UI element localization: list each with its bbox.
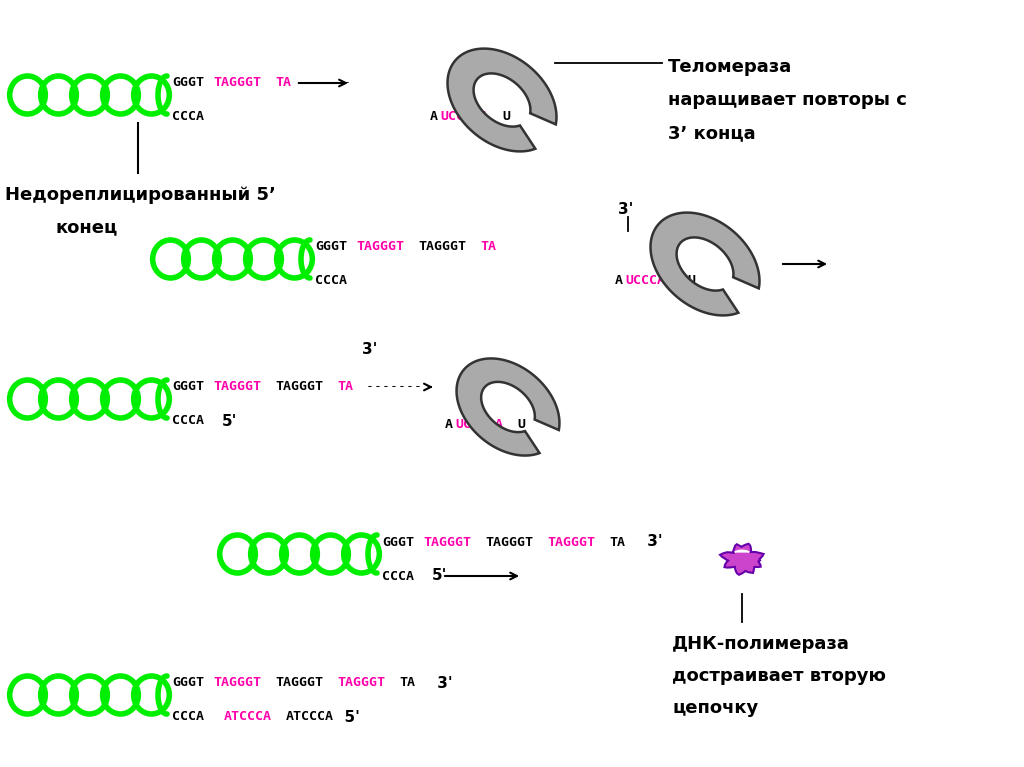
Text: U: U	[502, 110, 510, 123]
Polygon shape	[735, 550, 750, 552]
Text: Недореплицированный 5’: Недореплицированный 5’	[5, 186, 275, 204]
Text: 3': 3'	[362, 341, 378, 357]
Text: TAGGGT: TAGGGT	[418, 241, 466, 254]
Text: наращивает повторы с: наращивает повторы с	[668, 91, 907, 109]
Text: UCCCAA: UCCCAA	[456, 419, 504, 432]
Text: 3': 3'	[642, 535, 663, 549]
Text: 3': 3'	[618, 202, 634, 216]
Text: 5': 5'	[222, 413, 238, 429]
Text: конец: конец	[55, 218, 118, 236]
Text: GGGT: GGGT	[382, 535, 414, 548]
Text: 3’ конца: 3’ конца	[668, 124, 756, 142]
Text: A: A	[430, 110, 438, 123]
Text: TA: TA	[480, 241, 497, 254]
Polygon shape	[447, 48, 556, 151]
Text: TAGGGT: TAGGGT	[337, 676, 385, 690]
Text: A: A	[445, 419, 453, 432]
Text: GGGT: GGGT	[172, 77, 204, 90]
Text: TAGGGT: TAGGGT	[423, 535, 471, 548]
Text: TAGGGT: TAGGGT	[213, 380, 261, 393]
Text: 5': 5'	[432, 568, 447, 584]
Text: UCCCAA: UCCCAA	[440, 110, 488, 123]
Polygon shape	[457, 358, 559, 456]
Text: CCCA: CCCA	[172, 110, 204, 123]
Text: TAGGGT: TAGGGT	[356, 241, 404, 254]
Text: TAGGGT: TAGGGT	[213, 77, 261, 90]
Text: -------: -------	[357, 380, 422, 393]
Text: TAGGGT: TAGGGT	[485, 535, 534, 548]
Text: CCCA: CCCA	[315, 275, 347, 288]
Text: A: A	[615, 275, 623, 288]
Text: CCCA: CCCA	[172, 710, 204, 723]
Text: ДНК-полимераза: ДНК-полимераза	[672, 635, 850, 653]
Text: Теломераза: Теломераза	[668, 58, 793, 76]
Text: цепочку: цепочку	[672, 699, 758, 717]
Text: TAGGGT: TAGGGT	[213, 676, 261, 690]
Text: U: U	[517, 419, 525, 432]
Text: ATCCCA: ATCCCA	[223, 710, 271, 723]
Text: GGGT: GGGT	[172, 676, 204, 690]
Text: UCCCAA: UCCCAA	[626, 275, 674, 288]
Text: TA: TA	[399, 676, 415, 690]
Polygon shape	[720, 544, 764, 574]
Text: TA: TA	[609, 535, 625, 548]
Text: TAGGGT: TAGGGT	[547, 535, 595, 548]
Text: TA: TA	[275, 77, 291, 90]
Text: ATCCCA: ATCCCA	[286, 710, 334, 723]
Text: GGGT: GGGT	[315, 241, 347, 254]
Text: -------: -------	[296, 77, 352, 90]
Polygon shape	[650, 212, 760, 315]
Text: 5': 5'	[334, 709, 359, 725]
Text: TAGGGT: TAGGGT	[275, 676, 324, 690]
Text: CCCA: CCCA	[172, 414, 204, 427]
Text: достраивает вторую: достраивает вторую	[672, 667, 886, 685]
Text: TAGGGT: TAGGGT	[275, 380, 324, 393]
Text: TA: TA	[337, 380, 353, 393]
Text: 3': 3'	[432, 676, 453, 690]
Text: CCCA: CCCA	[382, 570, 414, 582]
Text: GGGT: GGGT	[172, 380, 204, 393]
Text: U: U	[687, 275, 695, 288]
